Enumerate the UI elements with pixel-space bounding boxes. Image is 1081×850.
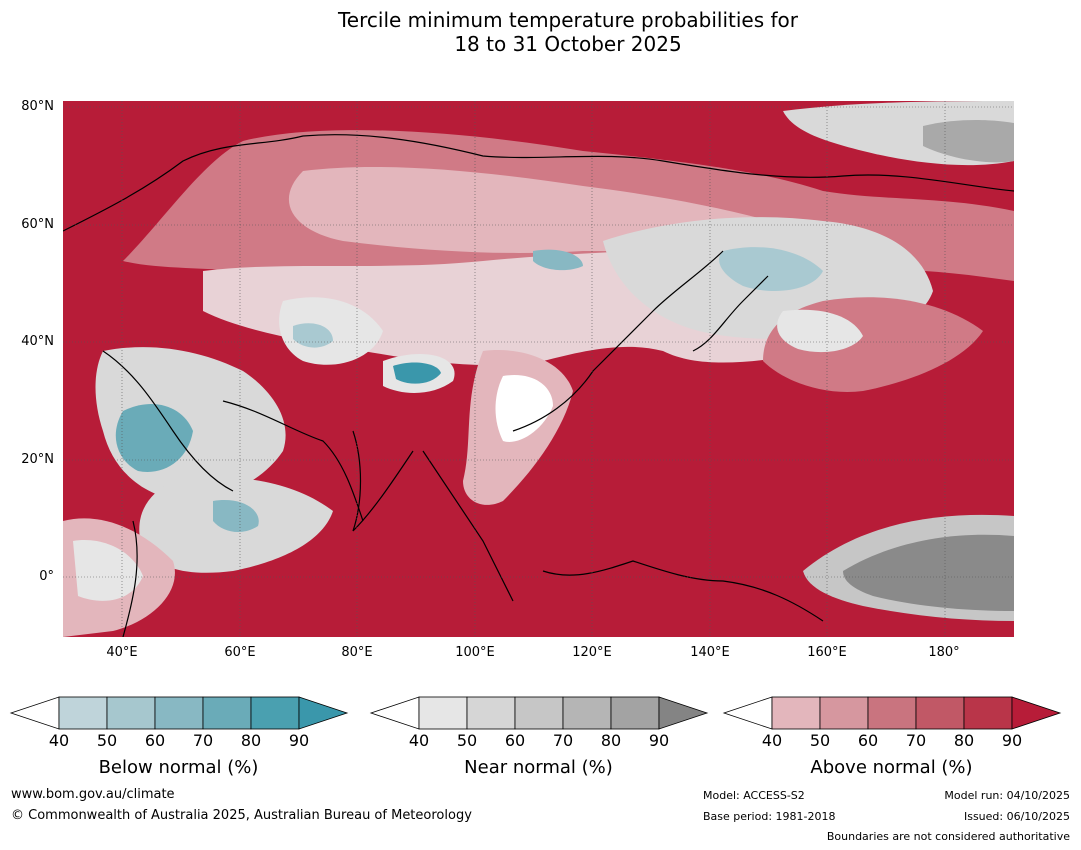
legend-near-title: Near normal (%) xyxy=(464,757,613,778)
legend-near-tick-50: 50 xyxy=(456,731,478,750)
legend-below-box-40 xyxy=(58,696,108,730)
red-sea-coastline xyxy=(102,350,234,492)
legend-above-tick-90: 90 xyxy=(1001,731,1023,750)
legend-above-box-80 xyxy=(963,696,1013,730)
legend-below-tick-60: 60 xyxy=(144,731,166,750)
legend-near-tick-70: 70 xyxy=(552,731,574,750)
east-africa-coastline xyxy=(122,520,138,637)
below-normal-region-central-asia xyxy=(293,323,333,348)
lon-label-100e: 100°E xyxy=(455,645,495,660)
legend-near-box-60 xyxy=(514,696,564,730)
legend-above-box-50 xyxy=(819,696,869,730)
legend-near-colorbar xyxy=(369,696,709,730)
chart-title: Tercile minimum temperature probabilitie… xyxy=(0,8,1081,56)
legend-near-tick-60: 60 xyxy=(504,731,526,750)
map-svg xyxy=(63,101,1014,637)
below-normal-region-arabia xyxy=(115,403,193,472)
legend-above-tick-70: 70 xyxy=(905,731,927,750)
lon-label-40e: 40°E xyxy=(106,645,138,660)
lon-label-80e: 80°E xyxy=(341,645,373,660)
legend-above-lower-triangle xyxy=(722,696,773,730)
legend-above-normal: 40 50 60 70 80 90 Above normal (%) xyxy=(722,695,1062,778)
legend-near-box-70 xyxy=(562,696,612,730)
legend-near-box-50 xyxy=(466,696,516,730)
india-coastline xyxy=(352,430,414,532)
legend-near-upper-triangle xyxy=(658,696,709,730)
legend-below-box-60 xyxy=(154,696,204,730)
graticule xyxy=(63,101,1014,637)
legend-below-box-80 xyxy=(250,696,300,730)
legend-below-tick-80: 80 xyxy=(240,731,262,750)
legend-below-title: Below normal (%) xyxy=(98,757,259,778)
coastlines xyxy=(63,134,1014,637)
lat-label-80n: 80°N xyxy=(21,99,54,114)
legend-below-box-50 xyxy=(106,696,156,730)
legend-near-tick-40: 40 xyxy=(408,731,430,750)
legend-above-upper-triangle xyxy=(1011,696,1062,730)
lon-label-160e: 160°E xyxy=(807,645,847,660)
legend-below-tick-50: 50 xyxy=(96,731,118,750)
japan-coastline xyxy=(692,275,769,352)
arctic-coastline xyxy=(63,134,1014,232)
legend-below-box-70 xyxy=(202,696,252,730)
model-run-label: Model run: 04/10/2025 xyxy=(944,789,1070,802)
near-normal-60-region-equatorial-pacific xyxy=(843,534,1014,611)
legend-near-box-80 xyxy=(610,696,660,730)
near-normal-60-region-arctic xyxy=(923,119,1014,163)
below-normal-region-mongolia xyxy=(533,249,583,271)
bay-of-bengal-coastline xyxy=(422,450,514,602)
legend-near-tick-80: 80 xyxy=(600,731,622,750)
legend-near-lower-triangle xyxy=(369,696,420,730)
title-line-2: 18 to 31 October 2025 xyxy=(454,32,682,56)
legend-above-ticks: 40 50 60 70 80 90 xyxy=(724,731,1059,751)
copyright-text: © Commonwealth of Australia 2025, Austra… xyxy=(11,808,472,823)
below-normal-region-arabian-sea xyxy=(213,500,259,533)
near-normal-region-east-africa xyxy=(73,540,143,601)
below-90-region-tibet xyxy=(393,362,441,384)
legend-below-tick-70: 70 xyxy=(192,731,214,750)
legend-below-ticks: 40 50 60 70 80 90 xyxy=(11,731,346,751)
below-normal-region-manchuria xyxy=(719,247,823,291)
legend-below-upper-triangle xyxy=(298,696,349,730)
legend-above-box-60 xyxy=(867,696,917,730)
issued-label: Issued: 06/10/2025 xyxy=(963,810,1070,823)
lat-label-20n: 20°N xyxy=(21,452,54,467)
legend-above-title: Above normal (%) xyxy=(810,757,973,778)
legend-near-box-40 xyxy=(418,696,468,730)
near-normal-white-region-china xyxy=(495,375,553,442)
title-line-1: Tercile minimum temperature probabilitie… xyxy=(337,8,799,32)
probability-map xyxy=(63,101,1014,637)
lon-label-140e: 140°E xyxy=(690,645,730,660)
china-coastline xyxy=(512,250,724,432)
lon-label-120e: 120°E xyxy=(572,645,612,660)
website-link[interactable]: www.bom.gov.au/climate xyxy=(11,787,175,802)
disclaimer-text: Boundaries are not considered authoritat… xyxy=(826,830,1070,843)
legend-below-colorbar xyxy=(9,696,349,730)
legend-above-tick-80: 80 xyxy=(953,731,975,750)
legend-above-box-70 xyxy=(915,696,965,730)
lat-label-0: 0° xyxy=(39,569,54,584)
model-label: Model: ACCESS-S2 xyxy=(703,789,805,802)
legend-below-lower-triangle xyxy=(9,696,60,730)
base-period-label: Base period: 1981-2018 xyxy=(703,810,836,823)
legend-above-tick-60: 60 xyxy=(857,731,879,750)
lon-label-60e: 60°E xyxy=(224,645,256,660)
lon-label-180: 180° xyxy=(928,645,960,660)
legend-below-tick-90: 90 xyxy=(288,731,310,750)
legend-above-tick-50: 50 xyxy=(809,731,831,750)
legend-near-ticks: 40 50 60 70 80 90 xyxy=(371,731,706,751)
legend-above-box-40 xyxy=(771,696,821,730)
legend-near-normal: 40 50 60 70 80 90 Near normal (%) xyxy=(369,695,709,778)
maritime-continent-coastline xyxy=(542,560,824,622)
near-normal-region-north-pacific xyxy=(777,309,863,353)
arabian-coastline xyxy=(222,400,364,522)
legend-near-tick-90: 90 xyxy=(648,731,670,750)
legend-above-colorbar xyxy=(722,696,1062,730)
lat-label-60n: 60°N xyxy=(21,217,54,232)
legend-below-tick-40: 40 xyxy=(48,731,70,750)
legend-above-tick-40: 40 xyxy=(761,731,783,750)
legend-below-normal: 40 50 60 70 80 90 Below normal (%) xyxy=(9,695,349,778)
lat-label-40n: 40°N xyxy=(21,334,54,349)
